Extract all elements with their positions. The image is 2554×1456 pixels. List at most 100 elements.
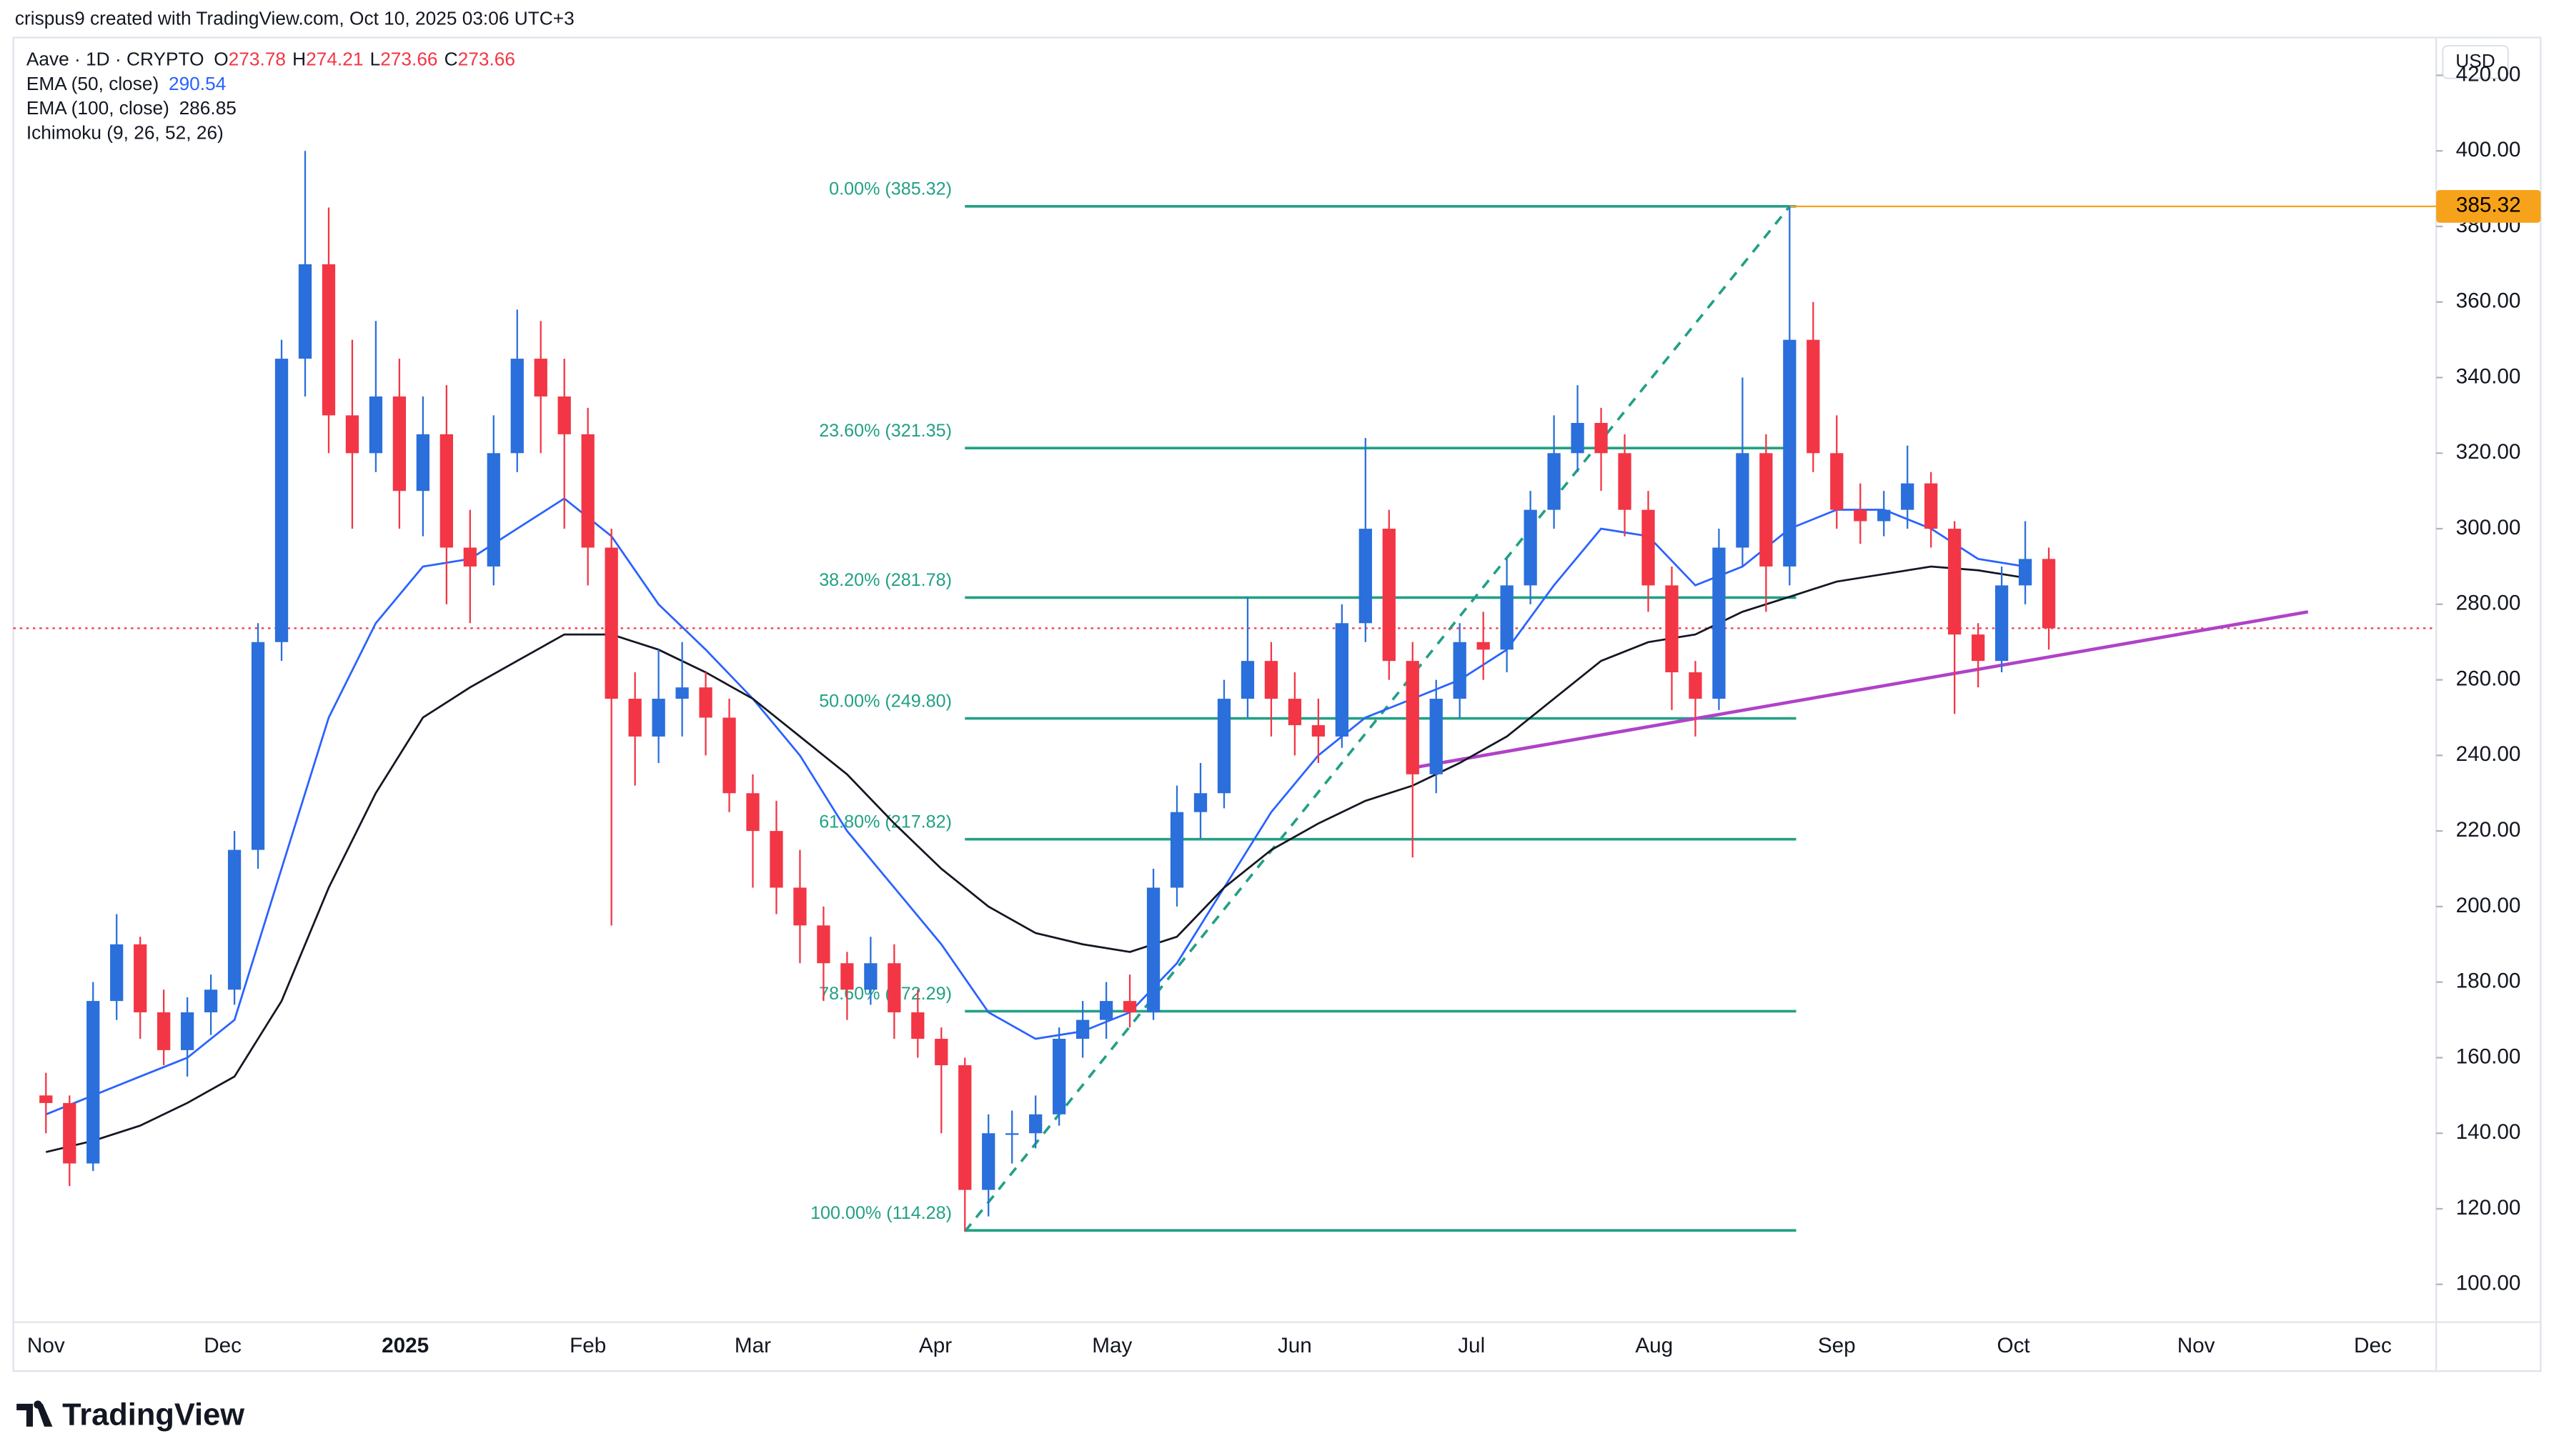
y-tick-label: 340.00: [2456, 364, 2521, 388]
fib-label: 38.20% (281.78): [819, 570, 952, 590]
candle-body: [958, 1065, 972, 1190]
legend-name: EMA (100, close): [26, 97, 169, 119]
candle-body: [1288, 699, 1302, 726]
candle-body: [1783, 339, 1797, 567]
candle-body: [534, 359, 547, 397]
ohlc-label: C: [444, 48, 458, 69]
candle-body: [1075, 1019, 1090, 1039]
x-tick-label: Dec: [2354, 1334, 2392, 1357]
currency-button[interactable]: [2442, 44, 2509, 79]
attribution: crispus9 created with TradingView.com, O…: [15, 7, 575, 29]
candle-body: [1877, 509, 1891, 522]
y-tick-label: 400.00: [2456, 138, 2521, 161]
fib-label: 78.60% (172.29): [819, 984, 952, 1004]
candle-body: [628, 699, 642, 737]
fib-label: 0.00% (385.32): [829, 179, 952, 199]
candle-body: [345, 415, 359, 454]
candle-body: [369, 396, 383, 454]
y-tick-label: 360.00: [2456, 289, 2521, 313]
candle-body: [322, 264, 336, 416]
candle-body: [227, 849, 242, 990]
currency: USD: [2455, 50, 2495, 71]
candle-body: [1406, 661, 1419, 774]
candle-body: [864, 963, 878, 990]
candle-body: [1924, 483, 1938, 529]
x-tick-label: Apr: [919, 1334, 952, 1357]
x-tick-label: May: [1092, 1334, 1132, 1357]
candle-body: [134, 944, 147, 1012]
ohlc-value: 273.66: [380, 48, 437, 69]
x-tick-label: Nov: [27, 1334, 65, 1357]
candle-body: [1429, 699, 1443, 774]
fib-label: 23.60% (321.35): [819, 421, 952, 441]
candle-body: [888, 963, 901, 1012]
candle-body: [911, 1012, 925, 1039]
candle-body: [581, 434, 595, 548]
candle-body: [935, 1039, 948, 1066]
candle-body: [204, 989, 218, 1012]
candle-body: [1571, 422, 1584, 454]
candle-body: [1994, 585, 2009, 662]
candle-body: [652, 699, 665, 737]
candle-body: [1736, 453, 1749, 548]
candle-body: [817, 925, 830, 964]
candle-body: [439, 434, 453, 548]
candle-body: [1170, 812, 1184, 888]
candle-body: [1453, 642, 1466, 699]
legend-value: 286.85: [179, 97, 237, 119]
candle-body: [1311, 725, 1326, 737]
candle-body: [86, 1001, 100, 1164]
candle-body: [1618, 453, 1631, 510]
y-tick-label: 140.00: [2456, 1120, 2521, 1144]
candle-body: [1594, 422, 1608, 454]
candle-body: [1005, 1133, 1019, 1135]
candle-body: [63, 1102, 76, 1164]
candle-body: [1053, 1039, 1066, 1115]
candle-body: [1854, 509, 1867, 522]
fib-label: 100.00% (114.28): [810, 1203, 952, 1223]
high-marker-box: [2436, 189, 2541, 223]
legend-item[interactable]: EMA (50, close) 290.54: [26, 73, 226, 94]
candle-body: [1029, 1114, 1043, 1134]
candle-body: [793, 887, 807, 926]
candle-body: [298, 264, 312, 359]
candle-body: [557, 396, 571, 434]
candle-body: [463, 547, 477, 567]
legend-value: 290.54: [169, 73, 226, 94]
y-tick-label: 220.00: [2456, 818, 2521, 842]
x-tick-label: Mar: [735, 1334, 771, 1357]
legend-item[interactable]: EMA (100, close) 286.85: [26, 97, 237, 119]
y-tick-label: 420.00: [2456, 62, 2521, 86]
ohlc-label: H: [292, 48, 306, 69]
candle-body: [770, 831, 783, 888]
x-tick-label: Feb: [570, 1334, 606, 1357]
candle-body: [1759, 453, 1773, 567]
candle-body: [1193, 793, 1208, 812]
candle-body: [1500, 585, 1514, 650]
logo-text: TradingView: [62, 1398, 244, 1432]
x-tick-label: 2025: [382, 1334, 429, 1357]
title: Aave · 1D · CRYPTO O273.78 H274.21 L273.66 C…: [26, 48, 515, 69]
ohlc-value: 273.66: [458, 48, 515, 69]
y-tick-label: 240.00: [2456, 742, 2521, 766]
fib-label: 50.00% (249.80): [819, 691, 952, 711]
candle-body: [274, 359, 289, 642]
ema-line: [45, 565, 2026, 1153]
x-tick-label: Aug: [1635, 1334, 1673, 1357]
candle-body: [840, 963, 854, 990]
candle-body: [251, 642, 265, 850]
y-tick-label: 100.00: [2456, 1272, 2521, 1295]
ohlc-label: L: [370, 48, 381, 69]
candle-body: [1146, 887, 1161, 1012]
candle-body: [180, 1012, 194, 1050]
x-tick-label: Jul: [1458, 1334, 1485, 1357]
legend-item[interactable]: Ichimoku (9, 26, 52, 26): [26, 121, 224, 143]
symbol: Aave · 1D · CRYPTO: [26, 48, 204, 69]
candle-body: [1641, 509, 1655, 586]
x-tick-label: Nov: [2177, 1334, 2215, 1357]
candle-body: [1807, 339, 1820, 454]
candle-body: [1382, 529, 1396, 662]
y-tick-label: 280.00: [2456, 592, 2521, 615]
